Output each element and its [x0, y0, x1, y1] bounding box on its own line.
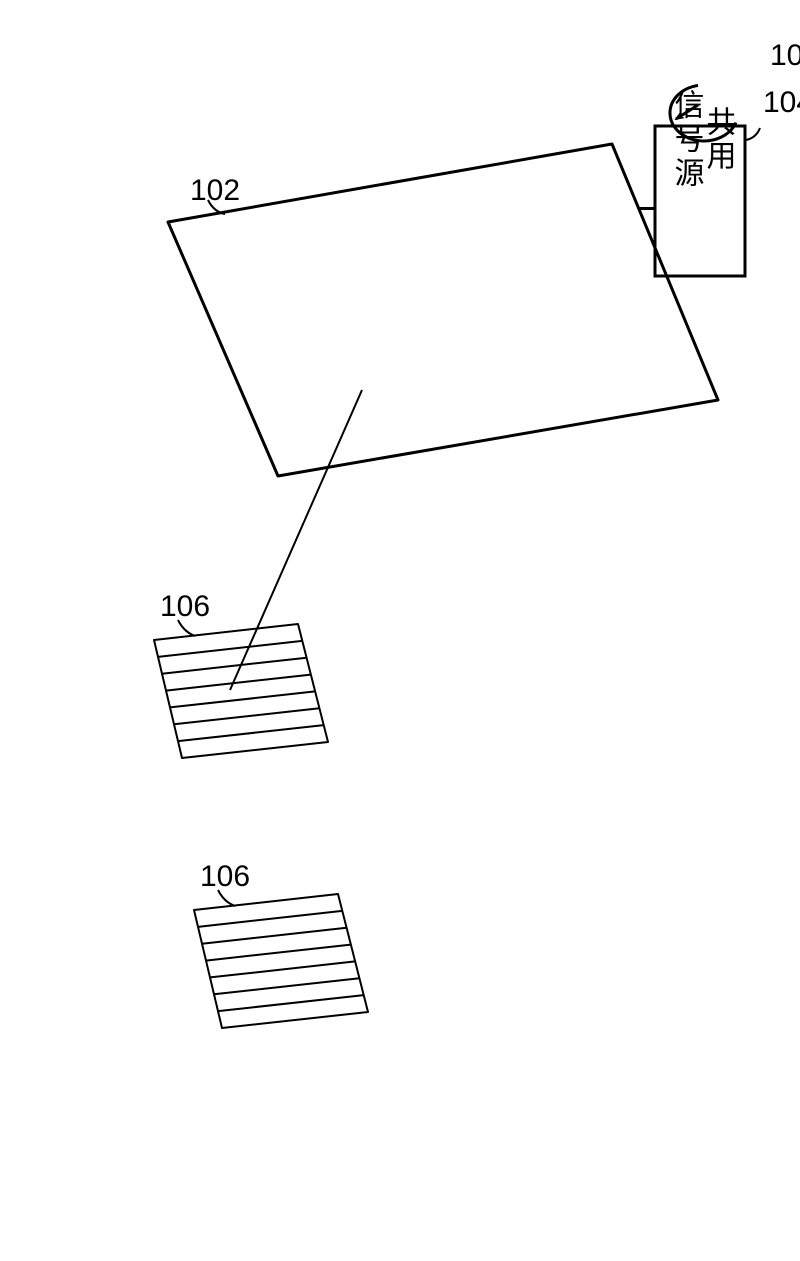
grating-0-line — [178, 725, 324, 741]
grating-0-line — [166, 675, 311, 691]
grating-0-line — [162, 658, 307, 674]
grating-0-id-label: 106 — [160, 590, 210, 623]
grating-1-line — [202, 928, 347, 944]
signal-source-label-2: 信号源 — [670, 89, 705, 191]
display-panel — [168, 144, 718, 476]
grating-1 — [194, 894, 368, 1028]
grating-0 — [154, 624, 328, 758]
diagram-canvas: 100 102 共用信号源 104 106 106 — [0, 0, 800, 1261]
grating-1-line — [206, 945, 351, 961]
grating-1-line — [210, 961, 355, 977]
grating-1-line — [214, 978, 359, 994]
grating-0-line — [170, 691, 315, 707]
signal-source-leader — [746, 128, 760, 140]
grating-0-line — [174, 708, 319, 724]
grating-1-line — [198, 911, 342, 927]
ray-0-seg1 — [230, 390, 362, 690]
panel-id-label: 102 — [190, 174, 240, 207]
system-id-label: 100 — [770, 39, 800, 72]
grating-0-line — [158, 641, 302, 657]
grating-1-id-label: 106 — [200, 860, 250, 893]
signal-source-label-1: 共用 — [702, 106, 737, 174]
signal-source-id-label: 104 — [763, 86, 800, 119]
grating-1-line — [218, 995, 364, 1011]
